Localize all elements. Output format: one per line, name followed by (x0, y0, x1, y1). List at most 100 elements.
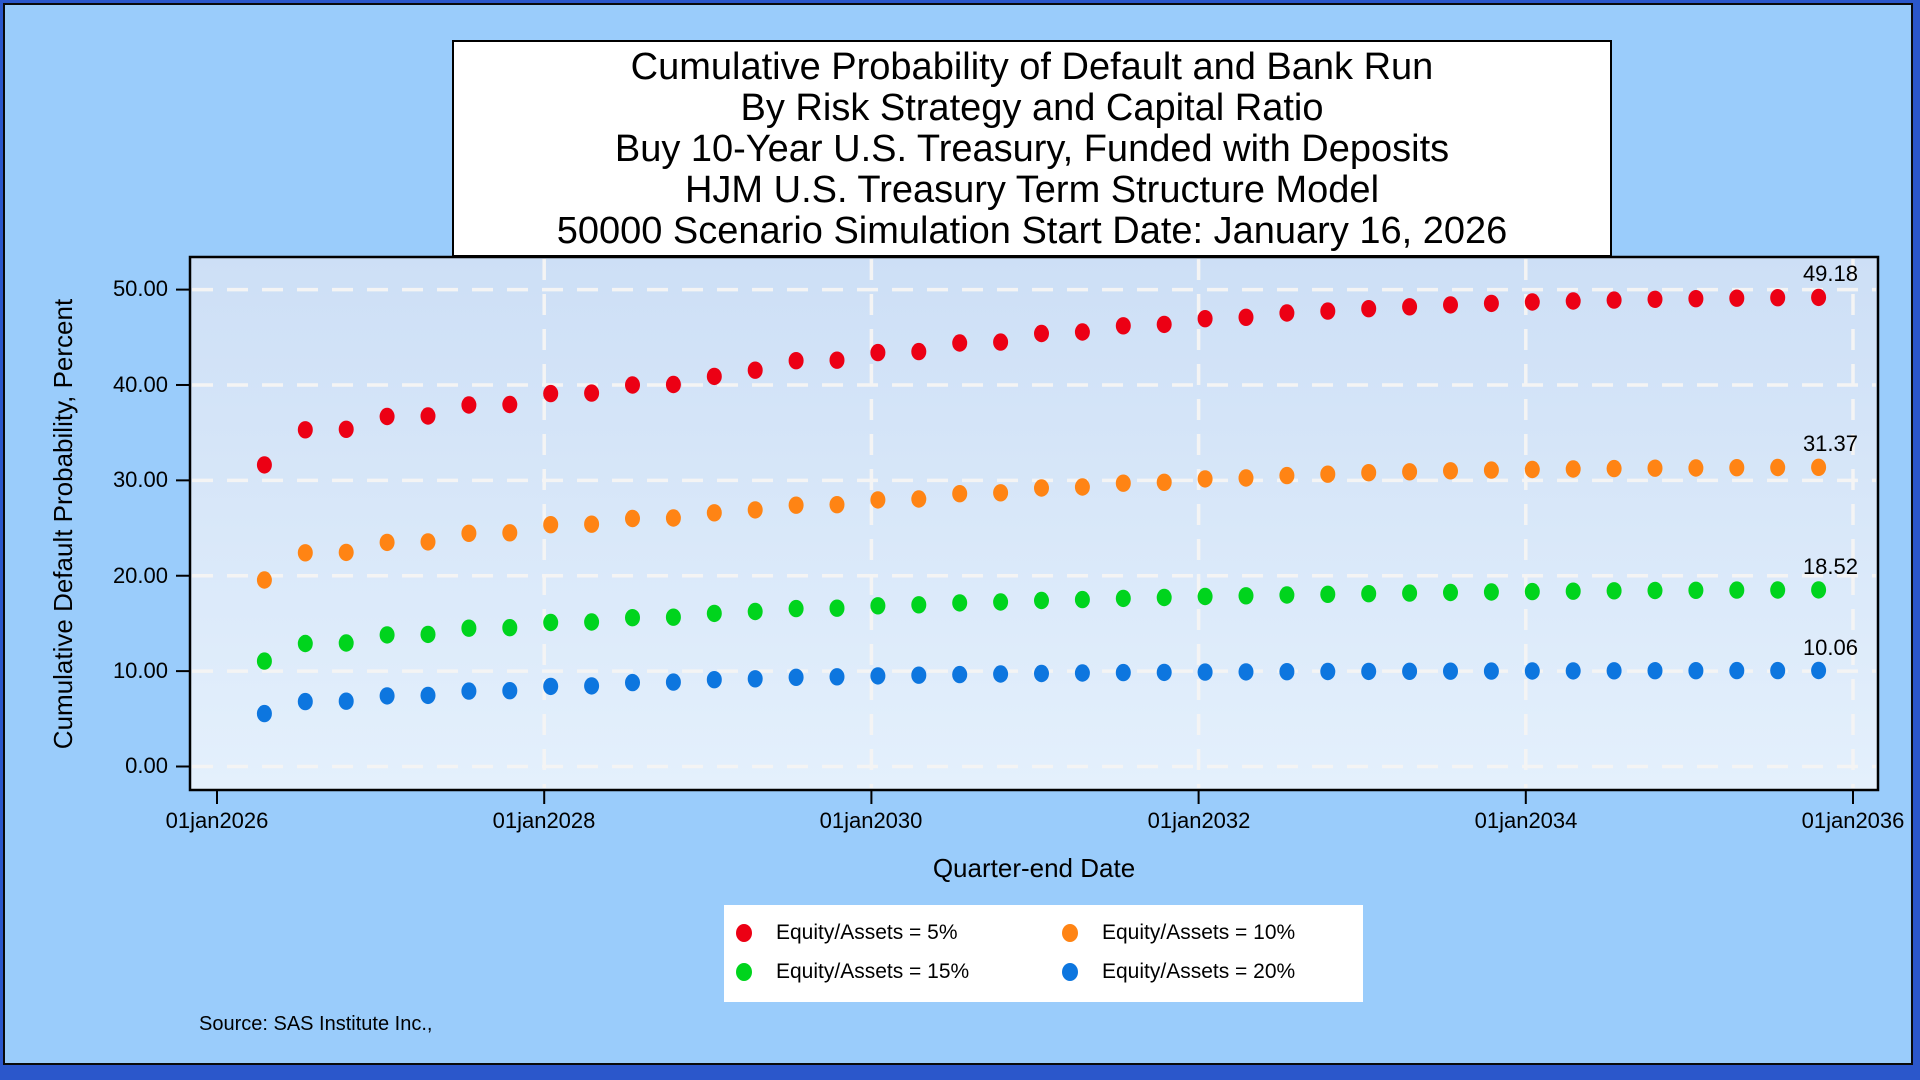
data-point (1320, 465, 1336, 483)
data-point (1074, 590, 1090, 609)
data-point (911, 666, 927, 684)
plot-border (188, 255, 1880, 792)
data-point (1443, 583, 1458, 602)
data-point (297, 544, 313, 562)
data-point (1034, 324, 1049, 343)
data-point (502, 619, 518, 637)
chart-title-line-5: 50000 Scenario Simulation Start Date: Ja… (556, 210, 1508, 252)
data-point (1688, 662, 1704, 680)
data-point (1770, 661, 1786, 680)
data-point (747, 670, 763, 688)
data-point (1156, 473, 1172, 491)
data-point (1156, 588, 1172, 607)
data-point (1729, 459, 1745, 477)
legend-entry-5pct: Equity/Assets = 5% (736, 921, 1036, 945)
chart-title-line-1: Cumulative Probability of Default and Ba… (630, 46, 1434, 88)
data-point (461, 619, 477, 637)
y-axis-title: Cumulative Default Probability, Percent (48, 298, 78, 750)
data-point (829, 351, 845, 369)
data-point (1647, 459, 1663, 477)
data-point (788, 352, 804, 370)
data-point (1729, 289, 1745, 307)
legend-entry-20pct: Equity/Assets = 20% (1062, 960, 1362, 984)
data-point (1115, 663, 1131, 682)
data-point (788, 668, 804, 686)
legend-marker-green-icon (736, 963, 752, 981)
data-point (1443, 296, 1458, 314)
data-point (747, 501, 763, 519)
data-point (1034, 664, 1049, 683)
data-point (870, 667, 886, 685)
y-tick-label-10: 10.00 (112, 658, 168, 683)
data-point (584, 613, 600, 631)
data-point (502, 395, 518, 414)
data-point (625, 376, 640, 394)
data-point (1197, 310, 1213, 328)
data-point (256, 704, 272, 723)
data-point (1320, 302, 1336, 320)
data-point (1361, 662, 1377, 681)
data-point (911, 596, 927, 614)
legend-entry-10pct: Equity/Assets = 10% (1062, 921, 1362, 945)
data-point (625, 673, 640, 692)
legend-label-20pct: Equity/Assets = 20% (1102, 960, 1296, 983)
x-tick-label-2026: 01jan2026 (165, 808, 269, 833)
data-point (1074, 323, 1090, 341)
data-point (1688, 581, 1704, 599)
data-point (952, 485, 968, 503)
data-point (1156, 315, 1172, 334)
data-point (1770, 458, 1786, 477)
end-value-label-5pct: 49.18 (1802, 261, 1858, 286)
data-point (952, 334, 968, 352)
data-point (829, 668, 845, 686)
data-point (625, 609, 640, 627)
end-value-label-15pct: 18.52 (1802, 554, 1858, 579)
end-value-label-10pct: 31.37 (1802, 431, 1858, 456)
data-point (502, 524, 518, 542)
data-point (1770, 289, 1786, 307)
data-point (706, 604, 722, 623)
data-point (1115, 474, 1131, 492)
data-point (256, 456, 272, 474)
x-axis-title: Quarter-end Date (932, 853, 1136, 883)
data-point (1565, 460, 1581, 478)
data-point (1443, 662, 1458, 680)
data-point (993, 333, 1009, 351)
data-point (420, 407, 436, 425)
data-point (543, 384, 559, 403)
series-dots-3 (256, 581, 1827, 670)
data-point (297, 421, 313, 439)
data-point (461, 396, 477, 414)
data-point (870, 597, 886, 615)
data-point (1565, 292, 1581, 310)
data-point (706, 504, 722, 522)
axis-ticks-group (176, 288, 1854, 804)
data-point (747, 361, 763, 379)
plot-area (190, 257, 1878, 790)
data-point (665, 608, 681, 626)
data-point (502, 682, 518, 700)
data-point (461, 524, 477, 542)
data-point (1279, 304, 1295, 322)
data-point (1402, 463, 1418, 481)
data-point (1483, 662, 1499, 680)
data-point (1402, 298, 1418, 316)
data-point (625, 509, 640, 528)
data-point (1115, 589, 1131, 608)
data-point (911, 342, 927, 361)
data-point (1238, 587, 1254, 605)
series-dots-2 (256, 458, 1827, 589)
data-point (543, 677, 559, 696)
end-value-label-20pct: 10.06 (1802, 635, 1858, 660)
data-point (993, 593, 1009, 611)
data-point (870, 491, 886, 509)
legend: Equity/Assets = 5% Equity/Assets = 10% E… (724, 905, 1363, 1002)
data-point (297, 634, 313, 653)
data-point (420, 625, 436, 644)
data-point (1606, 459, 1622, 478)
data-point (1197, 470, 1213, 488)
data-point (706, 367, 722, 386)
legend-label-5pct: Equity/Assets = 5% (776, 921, 958, 944)
chart-title-line-3: Buy 10-Year U.S. Treasury, Funded with D… (614, 128, 1450, 170)
